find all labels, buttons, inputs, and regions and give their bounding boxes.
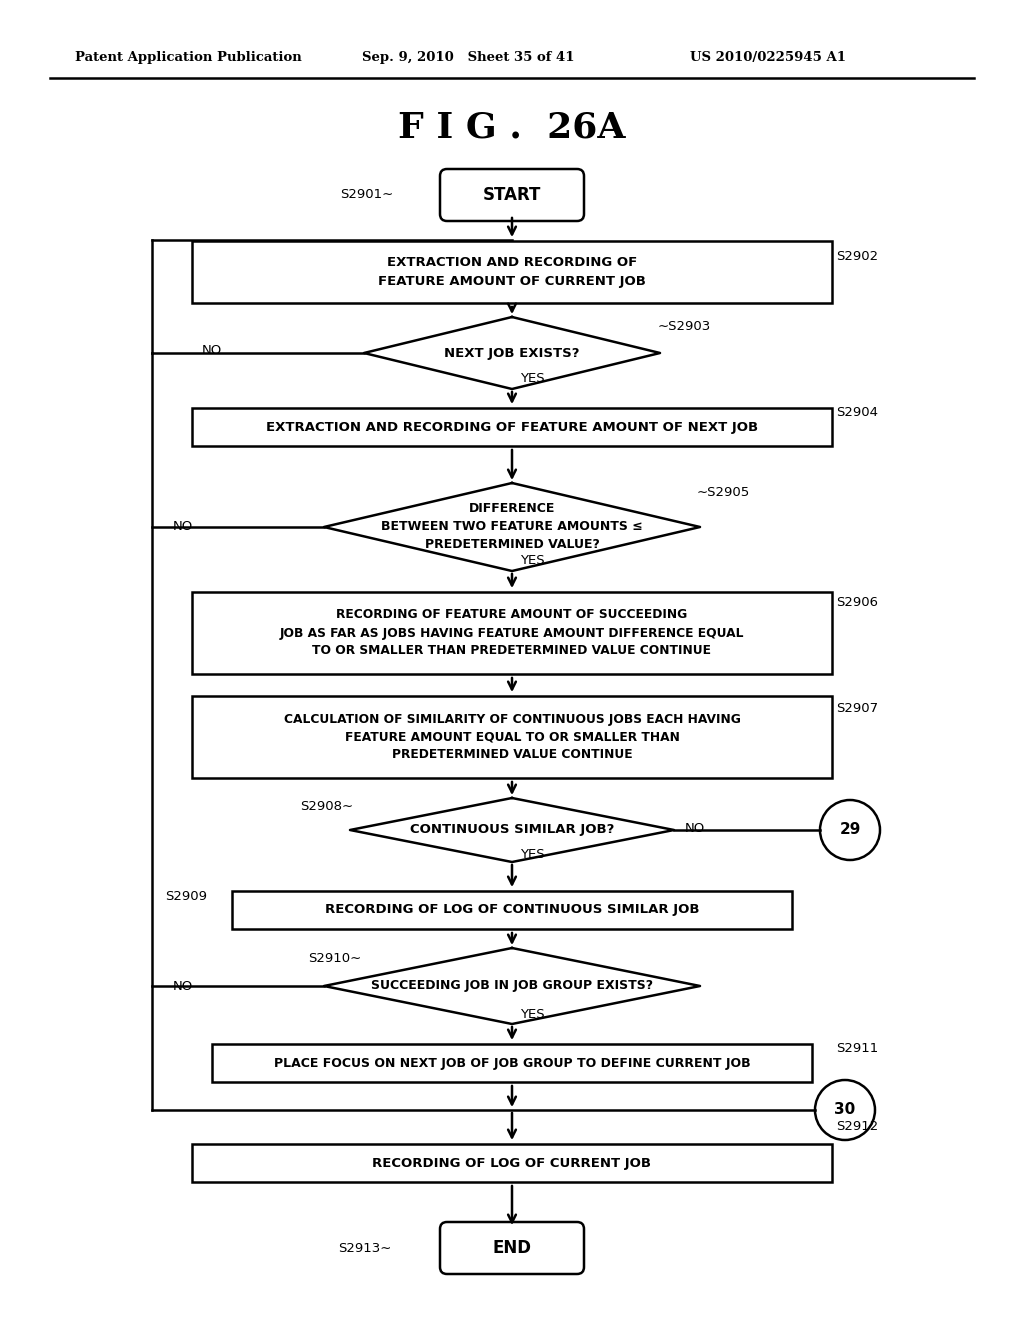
Text: YES: YES (520, 847, 545, 861)
Bar (193, 242, 831, 304)
Text: CONTINUOUS SIMILAR JOB?: CONTINUOUS SIMILAR JOB? (410, 824, 614, 837)
Text: RECORDING OF LOG OF CONTINUOUS SIMILAR JOB: RECORDING OF LOG OF CONTINUOUS SIMILAR J… (325, 903, 699, 916)
Text: F I G .  26A: F I G . 26A (398, 111, 626, 145)
Text: NO: NO (685, 821, 706, 834)
Text: END: END (493, 1239, 531, 1257)
Text: RECORDING OF FEATURE AMOUNT OF SUCCEEDING
JOB AS FAR AS JOBS HAVING FEATURE AMOU: RECORDING OF FEATURE AMOUNT OF SUCCEEDIN… (280, 609, 744, 657)
Text: S2901∼: S2901∼ (340, 189, 393, 202)
Bar (193, 408, 831, 446)
Text: PLACE FOCUS ON NEXT JOB OF JOB GROUP TO DEFINE CURRENT JOB: PLACE FOCUS ON NEXT JOB OF JOB GROUP TO … (273, 1056, 751, 1069)
Bar (193, 591, 831, 675)
Text: NO: NO (173, 520, 194, 533)
Text: S2904: S2904 (836, 407, 878, 420)
Text: YES: YES (520, 1007, 545, 1020)
Text: YES: YES (520, 372, 545, 385)
Bar (212, 1044, 812, 1082)
Bar (193, 696, 831, 777)
Text: S2909: S2909 (165, 890, 207, 903)
Bar (193, 1144, 831, 1181)
FancyBboxPatch shape (440, 169, 584, 220)
Text: EXTRACTION AND RECORDING OF
FEATURE AMOUNT OF CURRENT JOB: EXTRACTION AND RECORDING OF FEATURE AMOU… (378, 256, 646, 288)
Text: SUCCEEDING JOB IN JOB GROUP EXISTS?: SUCCEEDING JOB IN JOB GROUP EXISTS? (371, 979, 653, 993)
Text: US 2010/0225945 A1: US 2010/0225945 A1 (690, 50, 846, 63)
Text: S2902: S2902 (836, 249, 879, 263)
Text: ∼S2905: ∼S2905 (697, 487, 751, 499)
Text: S2911: S2911 (836, 1043, 879, 1056)
Text: CALCULATION OF SIMILARITY OF CONTINUOUS JOBS EACH HAVING
FEATURE AMOUNT EQUAL TO: CALCULATION OF SIMILARITY OF CONTINUOUS … (284, 713, 740, 762)
Text: S2907: S2907 (836, 702, 879, 715)
Text: S2910∼: S2910∼ (308, 952, 361, 965)
Text: Patent Application Publication: Patent Application Publication (75, 50, 302, 63)
Text: Sep. 9, 2010   Sheet 35 of 41: Sep. 9, 2010 Sheet 35 of 41 (362, 50, 574, 63)
Text: S2906: S2906 (836, 597, 878, 610)
Text: ∼S2903: ∼S2903 (658, 321, 712, 334)
Bar (232, 891, 792, 929)
Text: NEXT JOB EXISTS?: NEXT JOB EXISTS? (444, 346, 580, 359)
Text: 30: 30 (835, 1102, 856, 1118)
Text: S2913∼: S2913∼ (338, 1242, 391, 1254)
Text: 29: 29 (840, 822, 861, 837)
Text: START: START (482, 186, 542, 205)
Text: YES: YES (520, 554, 545, 568)
Text: EXTRACTION AND RECORDING OF FEATURE AMOUNT OF NEXT JOB: EXTRACTION AND RECORDING OF FEATURE AMOU… (266, 421, 758, 433)
Text: NO: NO (173, 979, 194, 993)
Text: S2912: S2912 (836, 1119, 879, 1133)
Text: RECORDING OF LOG OF CURRENT JOB: RECORDING OF LOG OF CURRENT JOB (373, 1156, 651, 1170)
Text: S2908∼: S2908∼ (300, 800, 353, 813)
FancyBboxPatch shape (440, 1222, 584, 1274)
Text: DIFFERENCE
BETWEEN TWO FEATURE AMOUNTS ≤
PREDETERMINED VALUE?: DIFFERENCE BETWEEN TWO FEATURE AMOUNTS ≤… (381, 503, 643, 552)
Text: NO: NO (202, 345, 222, 358)
